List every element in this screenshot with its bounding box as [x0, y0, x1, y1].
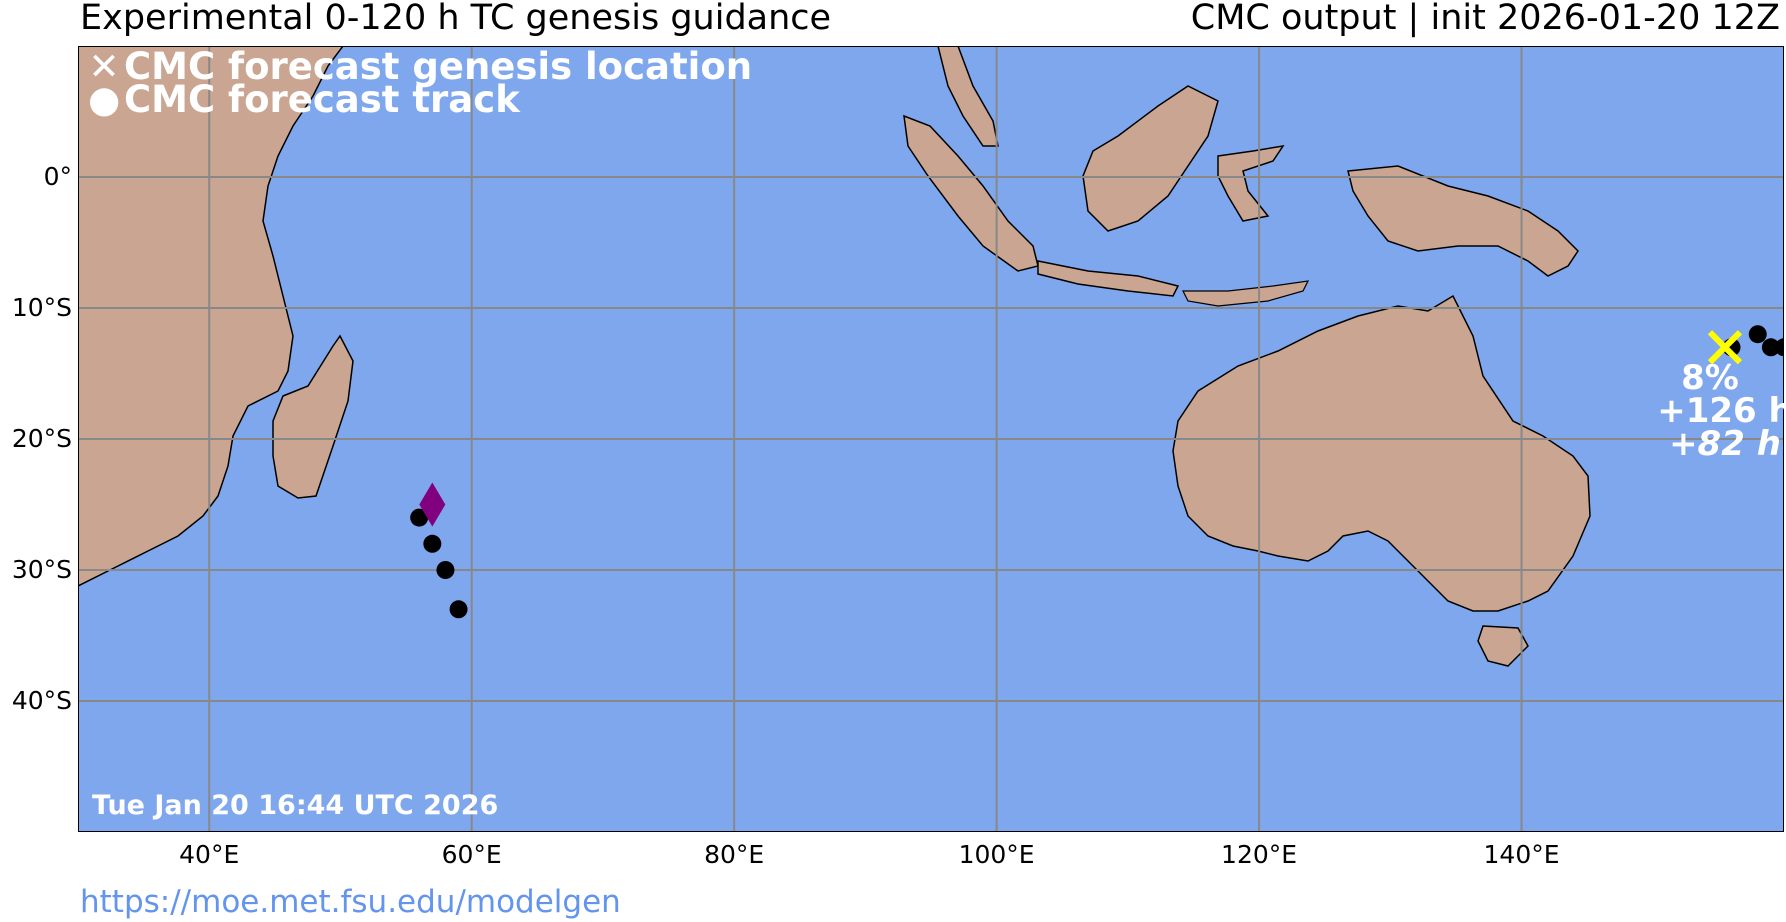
legend-track-label: CMC forecast track [124, 78, 520, 121]
latitude-tick-label: 0° [43, 162, 72, 191]
graticule [78, 46, 1784, 832]
timestamp: Tue Jan 20 16:44 UTC 2026 [92, 790, 499, 821]
longitude-tick-label: 80°E [704, 840, 765, 869]
latitude-tick-label: 30°S [11, 555, 72, 584]
map-panel [78, 46, 1784, 832]
track-point [436, 561, 455, 579]
track-point [449, 600, 468, 619]
longitude-tick-label: 100°E [958, 840, 1035, 869]
java-landmass [1037, 260, 1180, 297]
latitude-tick-label: 10°S [11, 293, 72, 322]
tasmania-landmass [1477, 625, 1529, 667]
diamond-marker [419, 482, 446, 527]
legend-genesis-row: ✕ CMC forecast genesis location [88, 45, 753, 88]
legend: ✕ CMC forecast genesis location ● CMC fo… [88, 45, 753, 121]
legend-track-row: ● CMC forecast track [88, 78, 752, 121]
genesis-lead-time: +126 h [1657, 391, 1786, 431]
model-init-title: CMC output | init 2026-01-20 12Z [1190, 0, 1780, 38]
australia-landmass [1172, 294, 1591, 612]
new-guinea-landmass [1347, 165, 1579, 277]
madagascar-landmass [272, 334, 354, 499]
africa-landmass [78, 46, 344, 587]
latitude-tick-label: 40°S [11, 686, 72, 715]
lesser-sunda-landmass [1182, 280, 1310, 307]
track-point [423, 534, 442, 553]
source-url[interactable]: https://moe.met.fsu.edu/modelgen [80, 884, 621, 920]
genesis-probability: 8% [1681, 358, 1739, 398]
filled-circle-icon: ● [88, 78, 121, 121]
longitude-tick-label: 40°E [179, 840, 240, 869]
track-point [1761, 338, 1780, 357]
x-icon: ✕ [88, 45, 120, 88]
forecast-tracks [410, 325, 1784, 619]
track-point [1775, 338, 1784, 357]
map-canvas [78, 46, 1784, 832]
longitude-tick-label: 120°E [1221, 840, 1298, 869]
longitude-tick-label: 140°E [1483, 840, 1560, 869]
track-point [410, 508, 429, 527]
latitude-tick-label: 20°S [11, 424, 72, 453]
malay-peninsula-landmass [937, 46, 999, 147]
genesis-lead-time-alt: +82 h [1669, 424, 1781, 464]
track-point [1748, 325, 1767, 344]
legend-genesis-label: CMC forecast genesis location [124, 45, 753, 88]
sulawesi-landmass [1217, 144, 1285, 222]
longitude-tick-label: 60°E [441, 840, 502, 869]
map-title: Experimental 0-120 h TC genesis guidance [80, 0, 832, 38]
genesis-x-mark [1707, 330, 1743, 365]
